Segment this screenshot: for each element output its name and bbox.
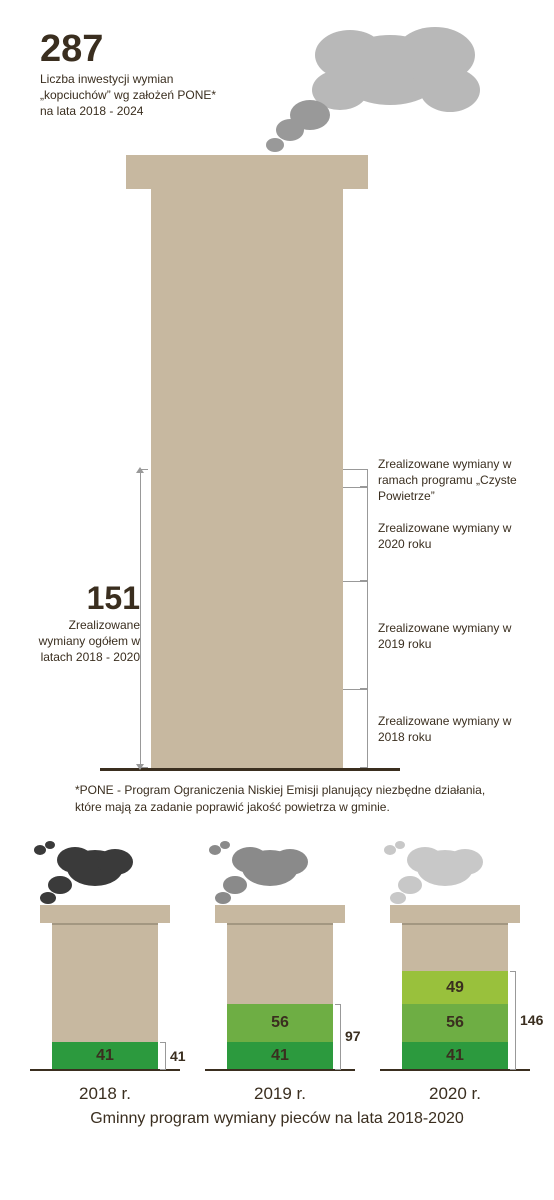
year-label-2020: 2020 r. (375, 1084, 535, 1104)
label-2018: Zrealizowane wymiany w 2018 roku (378, 713, 538, 745)
year-label-2018: 2018 r. (25, 1084, 185, 1104)
bottom-title: Gminny program wymiany pieców na lata 20… (0, 1110, 554, 1128)
small-bracket (335, 1004, 341, 1070)
footnote: *PONE - Program Ograniczenia Niskiej Emi… (75, 782, 495, 816)
bracket-total (140, 469, 148, 768)
top-stat: 287 Liczba inwestycji wymian „kopciuchów… (40, 28, 220, 120)
smoke-icon (30, 840, 140, 910)
small-cap (40, 905, 170, 923)
chimney-body (151, 189, 343, 768)
small-total-2019: 97 (345, 1028, 361, 1044)
small-cap (215, 905, 345, 923)
bracket-seg2 (360, 581, 368, 689)
small-cap (390, 905, 520, 923)
bracket-seg1 (360, 487, 368, 581)
cap-shadow (402, 923, 508, 925)
cap-shadow (227, 923, 333, 925)
label-2019: Zrealizowane wymiany w 2019 roku (378, 620, 538, 652)
year-label-2019: 2019 r. (200, 1084, 360, 1104)
cap-shadow (52, 923, 158, 925)
arrow-up-icon (136, 467, 144, 473)
label-2020: Zrealizowane wymiany w 2020 roku (378, 520, 538, 552)
top-stat-label: Liczba inwestycji wymian „kopciuchów” wg… (40, 71, 220, 120)
small-total-2020: 146 (520, 1012, 543, 1028)
bracket-seg0 (360, 469, 368, 487)
small-seg: 41 (52, 1042, 158, 1070)
bracket-seg3 (360, 689, 368, 768)
left-stat-label: Zrealizowane wymiany ogółem w latach 201… (20, 617, 140, 666)
arrow-down-icon (136, 764, 144, 770)
smoke-icon (205, 840, 315, 910)
small-seg: 41 (402, 1042, 508, 1070)
small-seg: 56 (227, 1004, 333, 1042)
small-chimney-2018: 41 41 (25, 840, 185, 1070)
small-chimneys-row: 41 41 41 56 97 (25, 840, 535, 1070)
small-baseline (380, 1069, 530, 1071)
small-bracket (510, 971, 516, 1070)
small-seg: 56 (402, 1004, 508, 1042)
left-stat-number: 151 (20, 580, 140, 617)
main-baseline (100, 768, 400, 771)
smoke-icon (380, 840, 490, 910)
smoke-icon (240, 0, 540, 160)
top-stat-number: 287 (40, 28, 220, 71)
label-czyste: Zrealizowane wymiany w ramach programu „… (378, 456, 538, 505)
small-chimney-2019: 41 56 97 (200, 840, 360, 1070)
small-chimney-2020: 41 56 49 146 (375, 840, 535, 1070)
small-total-2018: 41 (170, 1048, 186, 1064)
chimney-cap (126, 155, 368, 189)
small-seg: 41 (227, 1042, 333, 1070)
small-baseline (205, 1069, 355, 1071)
small-seg: 49 (402, 971, 508, 1004)
left-stat: 151 Zrealizowane wymiany ogółem w latach… (20, 580, 140, 666)
small-baseline (30, 1069, 180, 1071)
small-bracket (160, 1042, 166, 1070)
